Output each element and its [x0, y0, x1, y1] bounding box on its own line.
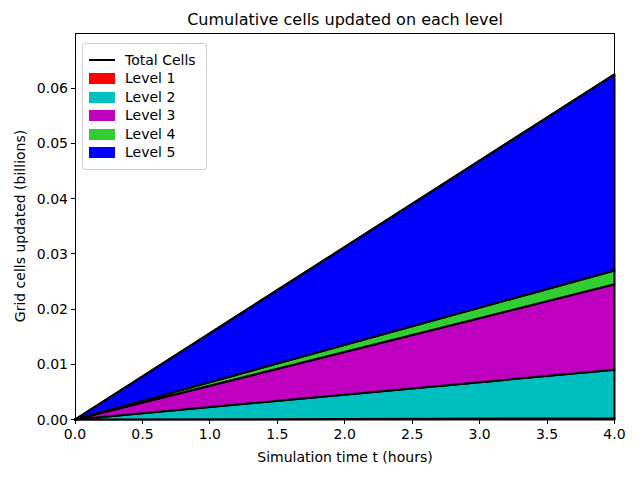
legend-label: Total Cells — [125, 52, 196, 69]
y-tick-label: 0.05 — [0, 135, 68, 151]
x-tick-label: 0.0 — [64, 426, 86, 442]
legend-item-total-cells: Total Cells — [89, 51, 206, 69]
legend: Total CellsLevel 1 Level 2Level 3 Level 4L… — [82, 43, 207, 170]
y-axis-label: Grid cells updated (billions) — [12, 130, 28, 322]
legend-color-swatch — [89, 110, 115, 121]
legend-label: Level 3 — [125, 107, 175, 124]
legend-color-swatch — [89, 147, 115, 158]
y-tick-label: 0.00 — [0, 412, 68, 428]
legend-item-level-4: Level 4 — [89, 125, 206, 143]
chart-title: Cumulative cells updated on each level — [75, 10, 615, 29]
x-tick-label: 0.5 — [131, 426, 153, 442]
y-tick-label: 0.03 — [0, 246, 68, 262]
legend-item-level-2: Level 2 — [89, 88, 206, 106]
x-tick-label: 1.0 — [199, 426, 221, 442]
legend-item-level-1: Level 1 — [89, 70, 206, 88]
x-tick-label: 3.5 — [536, 426, 558, 442]
legend-label: Level 1 — [125, 70, 175, 87]
legend-color-swatch — [89, 92, 115, 103]
x-tick-label: 3.0 — [468, 426, 490, 442]
y-tick-label: 0.06 — [0, 80, 68, 96]
x-tick-label: 2.0 — [334, 426, 356, 442]
legend-label: Level 4 — [125, 126, 175, 143]
y-tick-label: 0.01 — [0, 356, 68, 372]
legend-item-level-5: Level 5 — [89, 144, 206, 162]
legend-color-swatch — [89, 129, 115, 140]
legend-color-swatch — [89, 73, 115, 84]
legend-item-level-3: Level 3 — [89, 107, 206, 125]
x-axis-label: Simulation time t (hours) — [75, 449, 615, 466]
x-tick-label: 4.0 — [603, 426, 625, 442]
x-tick-label: 1.5 — [266, 426, 288, 442]
legend-label: Level 2 — [125, 89, 175, 106]
y-tick-label: 0.02 — [0, 301, 68, 317]
x-tick-label: 2.5 — [401, 426, 423, 442]
y-tick-label: 0.04 — [0, 191, 68, 207]
figure: Cumulative cells updated on each level S… — [0, 0, 640, 480]
legend-label: Level 5 — [125, 144, 175, 161]
legend-line-swatch — [89, 59, 115, 61]
